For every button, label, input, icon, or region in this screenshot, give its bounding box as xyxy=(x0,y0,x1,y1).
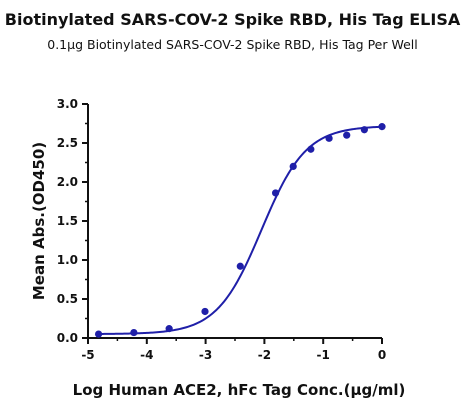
x-tick-label: -3 xyxy=(199,348,212,362)
fit-curve xyxy=(98,125,383,335)
data-points xyxy=(94,123,386,338)
data-point xyxy=(130,328,138,337)
y-tick-label: 0.5 xyxy=(57,292,78,306)
data-point xyxy=(325,134,333,142)
y-tick-label: 2.0 xyxy=(57,175,78,189)
y-tick-label: 2.5 xyxy=(57,136,78,150)
y-tick-label: 1.0 xyxy=(57,253,78,267)
axis-ticks: 0.0 0.5 1.0 1.5 2.0 2.5 3.0 -5 -4 -3 -2 -1 0 xyxy=(57,97,386,362)
data-point xyxy=(307,145,315,153)
x-tick-label: -5 xyxy=(81,348,94,362)
x-tick-label: -4 xyxy=(140,348,153,362)
data-point xyxy=(165,325,173,333)
y-tick-label: 0.0 xyxy=(57,331,78,345)
y-tick-label: 3.0 xyxy=(57,97,78,111)
x-tick-label: -2 xyxy=(258,348,271,362)
data-point xyxy=(289,162,297,170)
y-axis-title: Mean Abs.(OD450) xyxy=(30,142,48,300)
data-point xyxy=(236,262,244,270)
data-point xyxy=(201,307,209,316)
data-point xyxy=(360,126,368,134)
chart-axes xyxy=(87,104,382,339)
y-tick-label: 1.5 xyxy=(57,214,78,228)
data-point xyxy=(271,189,280,197)
chart-subtitle: 0.1μg Biotinylated SARS-COV-2 Spike RBD,… xyxy=(47,37,418,52)
x-tick-label: 0 xyxy=(378,348,386,362)
data-point xyxy=(94,330,103,338)
chart-title: Biotinylated SARS-COV-2 Spike RBD, His T… xyxy=(4,10,461,29)
x-tick-label: -1 xyxy=(317,348,330,362)
data-point xyxy=(343,131,351,139)
x-axis-title: Log Human ACE2, hFc Tag Conc.(μg/ml) xyxy=(73,381,406,399)
data-point xyxy=(378,123,386,131)
